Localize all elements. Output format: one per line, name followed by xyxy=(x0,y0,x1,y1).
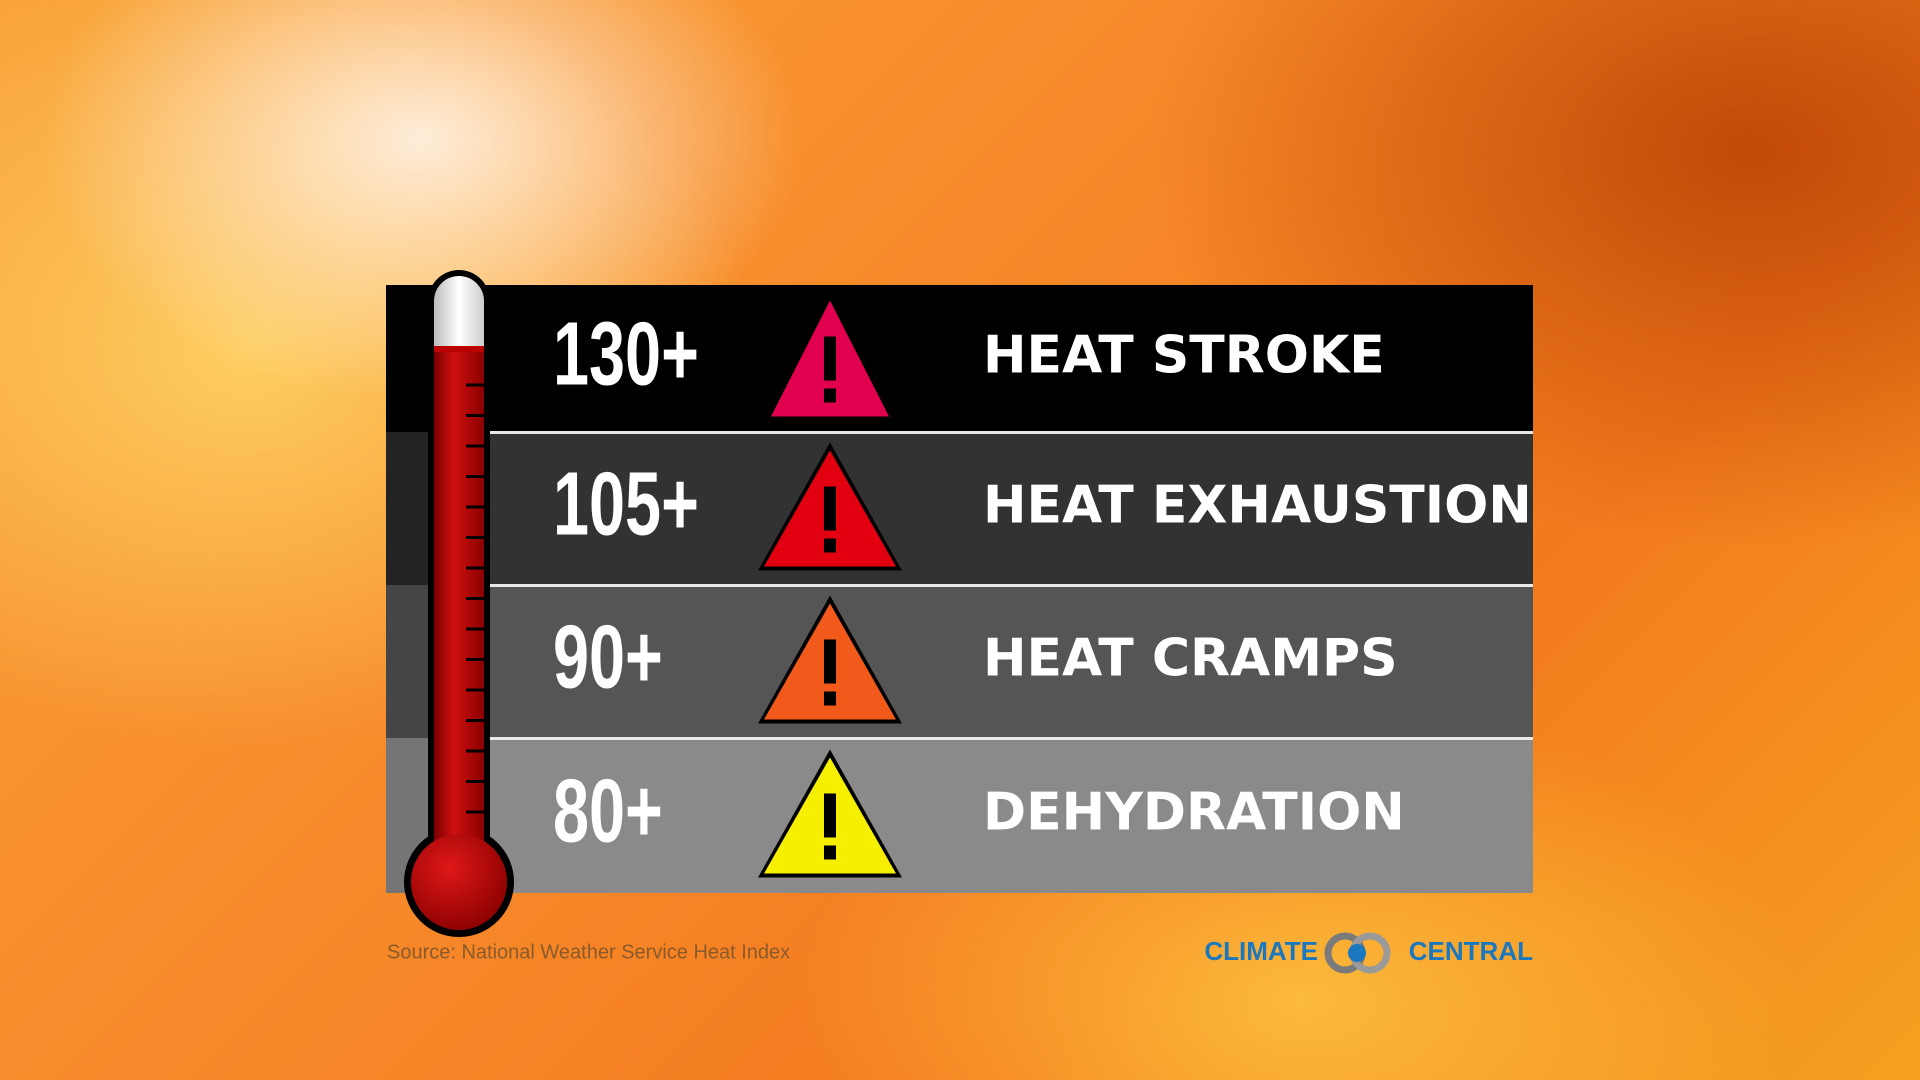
source-text: Source: National Weather Service Heat In… xyxy=(387,941,790,963)
warning-dot xyxy=(824,845,836,860)
logo-text: CENTRAL xyxy=(1409,936,1533,966)
row-divider xyxy=(487,584,1533,587)
risk-label: DEHYDRATION xyxy=(983,783,1405,843)
threshold: 90+ xyxy=(553,606,663,707)
logo: CLIMATE CENTRAL xyxy=(1204,932,1533,974)
risk-label: HEAT STROKE xyxy=(983,326,1385,386)
warning-bar xyxy=(824,486,836,531)
threshold: 105+ xyxy=(553,453,699,554)
risk-label: HEAT EXHAUSTION xyxy=(983,476,1532,536)
thermometer xyxy=(404,270,514,937)
threshold: 130+ xyxy=(553,303,699,404)
row-background xyxy=(487,285,1533,432)
logo-text: CLIMATE xyxy=(1204,936,1318,966)
row-background xyxy=(487,432,1533,585)
risk-label: HEAT CRAMPS xyxy=(983,629,1398,689)
rows: 130+ HEAT STROKE 105+ HEAT EXHAUSTION 90+ HEA… xyxy=(386,285,1533,893)
row-divider xyxy=(487,737,1533,740)
warning-dot xyxy=(824,538,836,553)
warning-dot xyxy=(824,388,836,403)
warning-dot xyxy=(824,691,836,706)
warning-bar xyxy=(824,336,836,381)
warning-bar xyxy=(824,639,836,684)
warning-bar xyxy=(824,793,836,838)
row-background xyxy=(487,585,1533,738)
row-background xyxy=(487,738,1533,893)
threshold: 80+ xyxy=(553,760,663,861)
row-divider xyxy=(487,431,1533,434)
